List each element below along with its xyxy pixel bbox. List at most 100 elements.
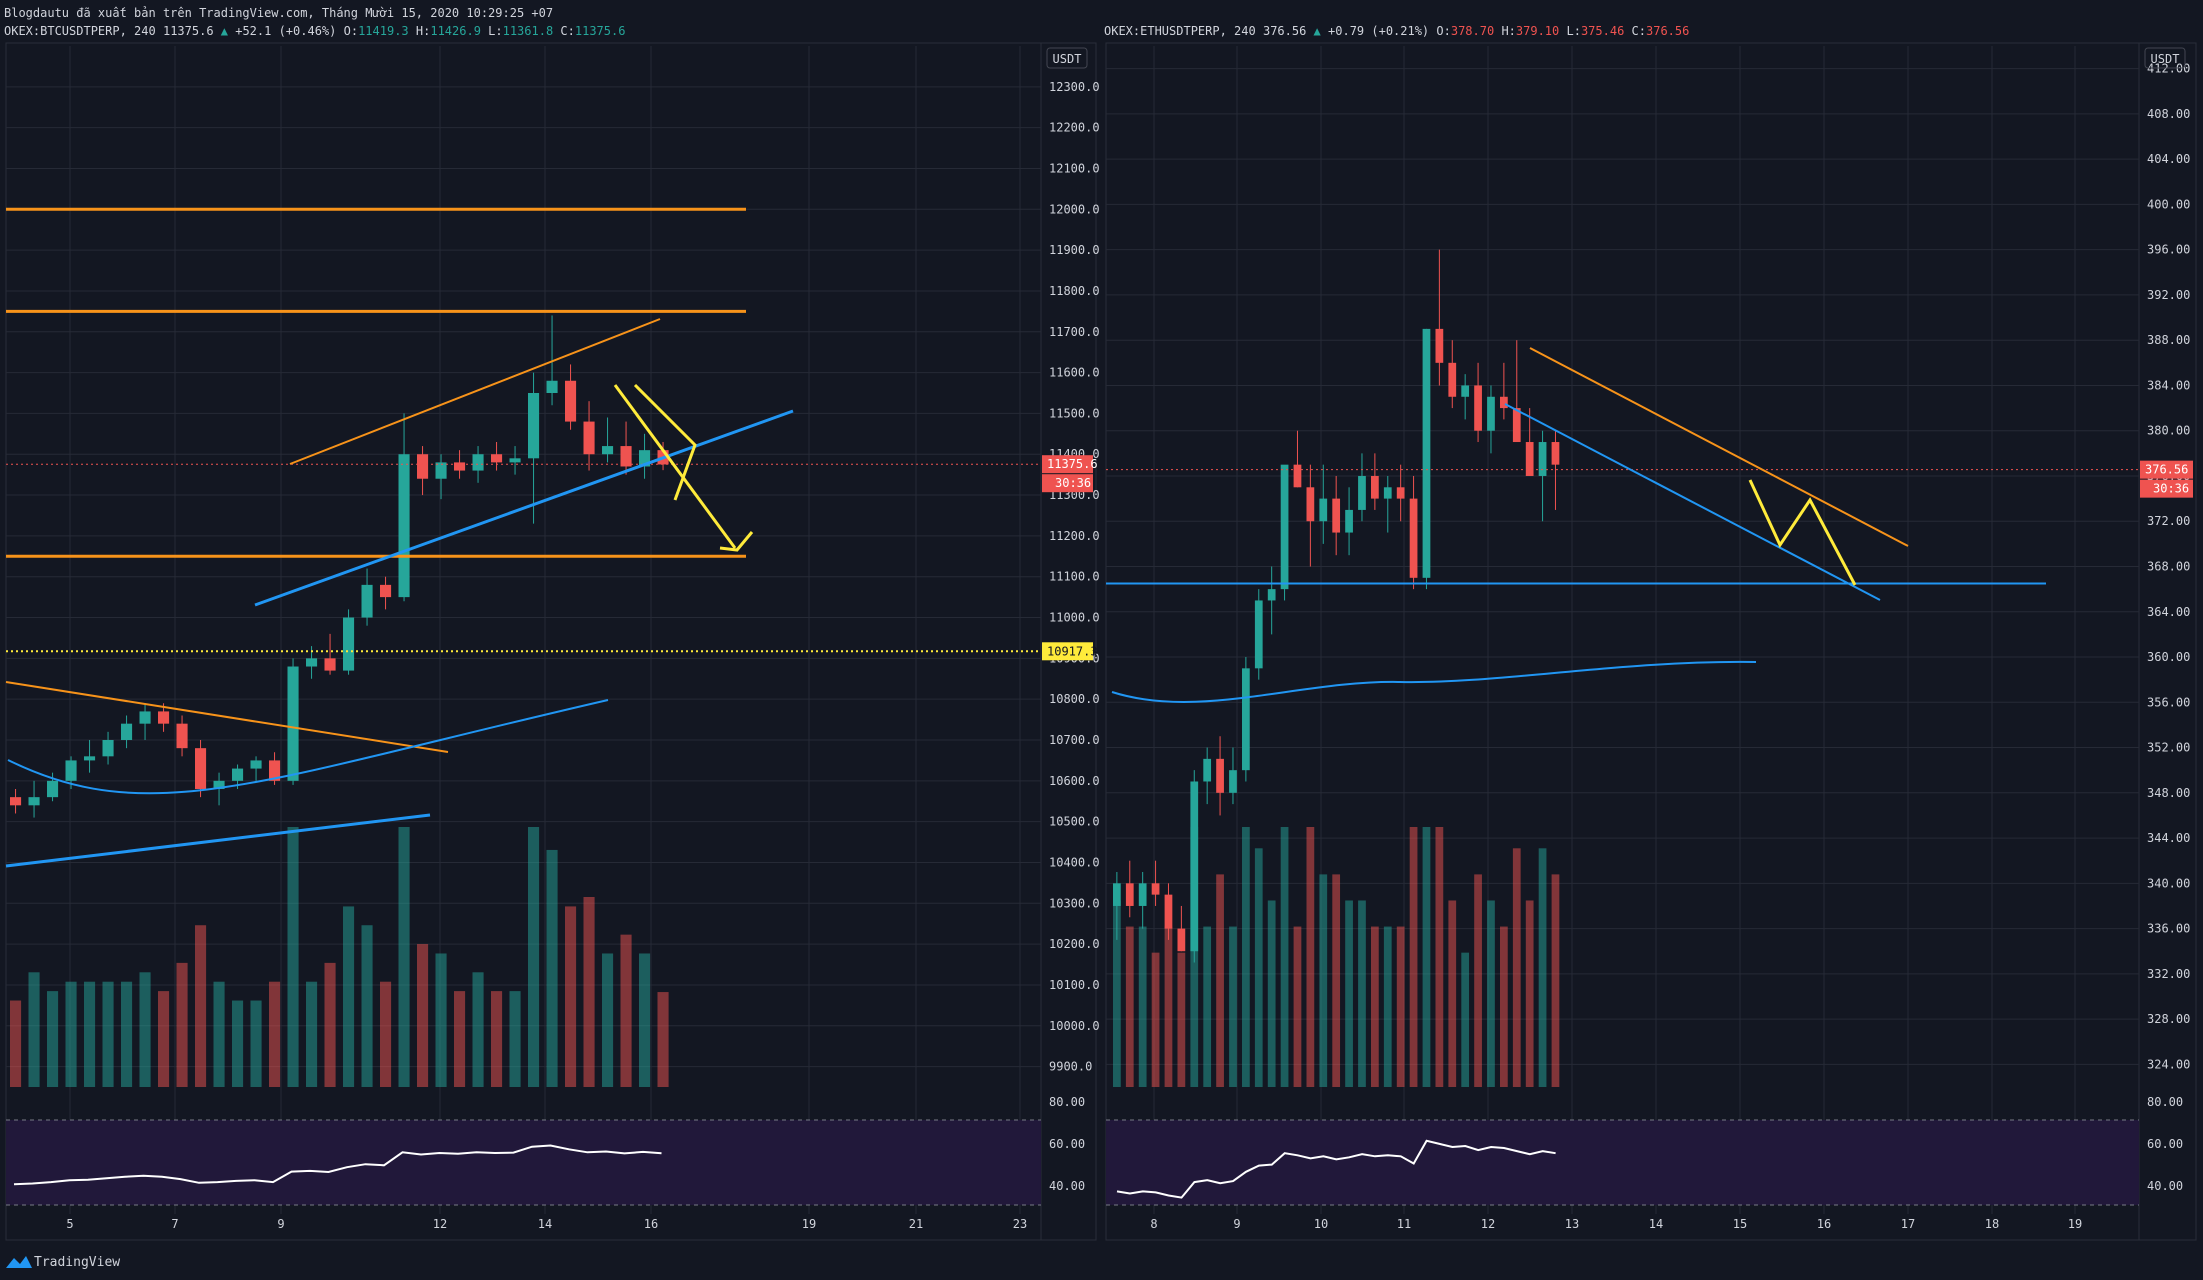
descending-lower-line [1504,403,1881,601]
eth-high: 379.10 [1516,24,1559,38]
y-tick-label: 11100.0 [1049,570,1100,584]
candle-body [1138,883,1147,906]
candle-body [343,617,355,671]
x-tick-label: 12 [433,1217,447,1231]
volume-bar [213,981,225,1087]
volume-bar [1306,827,1315,1087]
volume-bar [1396,926,1405,1087]
btc-open: 11419.3 [358,24,409,38]
candle-body [176,723,188,749]
tradingview-logo[interactable]: TradingView [6,1255,120,1270]
eth-chart-panel[interactable]: 412.00 408.00 404.00 400.00 396.00 392.00 388.… [1105,42,2197,1241]
currency-box [1046,47,1088,69]
candle-body [1125,883,1134,906]
y-tick-label: 11700.0 [1049,325,1100,339]
candle-body [1319,498,1328,522]
y-tick-label: 11900.0 [1049,243,1100,257]
rsi-tick-label: 40.00 [1049,1179,1085,1193]
y-tick-label: 400.00 [2147,197,2190,211]
candle-body [121,723,133,740]
candle-body [65,760,77,781]
candle-body [1229,770,1237,793]
panel-border [5,42,1097,1241]
rsi-tick-label: 60.00 [2147,1137,2183,1151]
level-badge: 10917.3 [1047,644,1098,658]
x-tick-label: 18 [1985,1217,1999,1231]
volume-bar [417,944,429,1087]
x-tick-label: 21 [909,1217,923,1231]
volume-bar [1164,926,1173,1087]
channel-upper-line [289,318,661,465]
price-badge-bg [1042,455,1093,474]
candle-body [84,756,96,761]
x-tick-label: 16 [644,1217,658,1231]
volume-bar [306,981,318,1087]
y-tick-label: 408.00 [2147,107,2190,121]
x-tick-label: 14 [538,1217,552,1231]
y-tick-label: 11200.0 [1049,529,1100,543]
candle-body [306,658,318,667]
y-tick-label: 380.00 [2147,424,2190,438]
rsi-band [6,1120,1041,1205]
volume-bar [121,981,133,1087]
candle-body [1293,464,1302,488]
eth-legend: OKEX:ETHUSDTPERP, 240 376.56 ▲ +0.79 (+0… [1104,24,1689,38]
volume-bar [491,991,503,1087]
volume-bar [435,953,447,1087]
candle-body [1525,442,1534,476]
candle-body [158,711,170,724]
rsi-tick-label: 80.00 [2147,1095,2183,1109]
projection-arrow-zigzag [1748,479,1857,586]
rsi-tick-label: 40.00 [2147,1179,2183,1193]
candle-body [1512,408,1521,443]
y-tick-label: 10000.0 [1049,1019,1100,1033]
volume-bar [1461,952,1470,1087]
y-tick-label: 396.00 [2147,243,2190,257]
y-tick-label: 10400.0 [1049,855,1100,869]
eth-close: 376.56 [1646,24,1689,38]
rsi-tick-label: 60.00 [1049,1137,1085,1151]
volume-bar [1551,874,1560,1087]
x-tick-label: 10 [1314,1217,1328,1231]
candle-body [639,450,651,467]
volume-bar [1203,926,1212,1087]
volume-bar [287,827,299,1087]
y-tick-label: 10100.0 [1049,978,1100,992]
btc-chart-panel[interactable]: 12300.0 12200.0 12100.0 12000.0 11900.0 11800… [5,42,1100,1241]
candle-body [1306,487,1315,522]
volume-bar [380,981,392,1087]
y-tick-label: 352.00 [2147,741,2190,755]
level-badge-bg [1042,642,1093,661]
volume-bar [65,981,77,1087]
volume-bar [639,953,651,1087]
volume-bar [1512,848,1521,1087]
x-tick-label: 9 [277,1217,284,1231]
btc-low: 11361.8 [503,24,554,38]
y-tick-label: 344.00 [2147,831,2190,845]
eth-interval: 240 [1234,24,1256,38]
eth-last: 376.56 [1263,24,1306,38]
y-tick-label: 9900.0 [1049,1060,1092,1074]
candle-body [324,658,336,671]
volume-bar [1216,874,1224,1087]
x-tick-label: 7 [171,1217,178,1231]
y-tick-label: 12200.0 [1049,121,1100,135]
currency-box [2144,47,2186,69]
candle-body [1203,758,1212,782]
y-tick-label: 340.00 [2147,876,2190,890]
rising-support-line [5,813,431,868]
volume-bar [1229,926,1237,1087]
y-tick-label: 412.00 [2147,62,2190,76]
x-tick-label: 8 [1150,1217,1157,1231]
btc-change: +52.1 (+0.46%) [235,24,336,38]
y-tick-label: 12000.0 [1049,202,1100,216]
candle-body [583,421,595,455]
volume-bar [454,991,466,1087]
y-tick-label: 11600.0 [1049,366,1100,380]
eth-low: 375.46 [1581,24,1624,38]
volume-bar [1409,827,1418,1087]
volume-bar [102,981,114,1087]
candle-body [1487,396,1495,431]
volume-bar [1280,827,1289,1087]
candle-body [454,462,466,471]
